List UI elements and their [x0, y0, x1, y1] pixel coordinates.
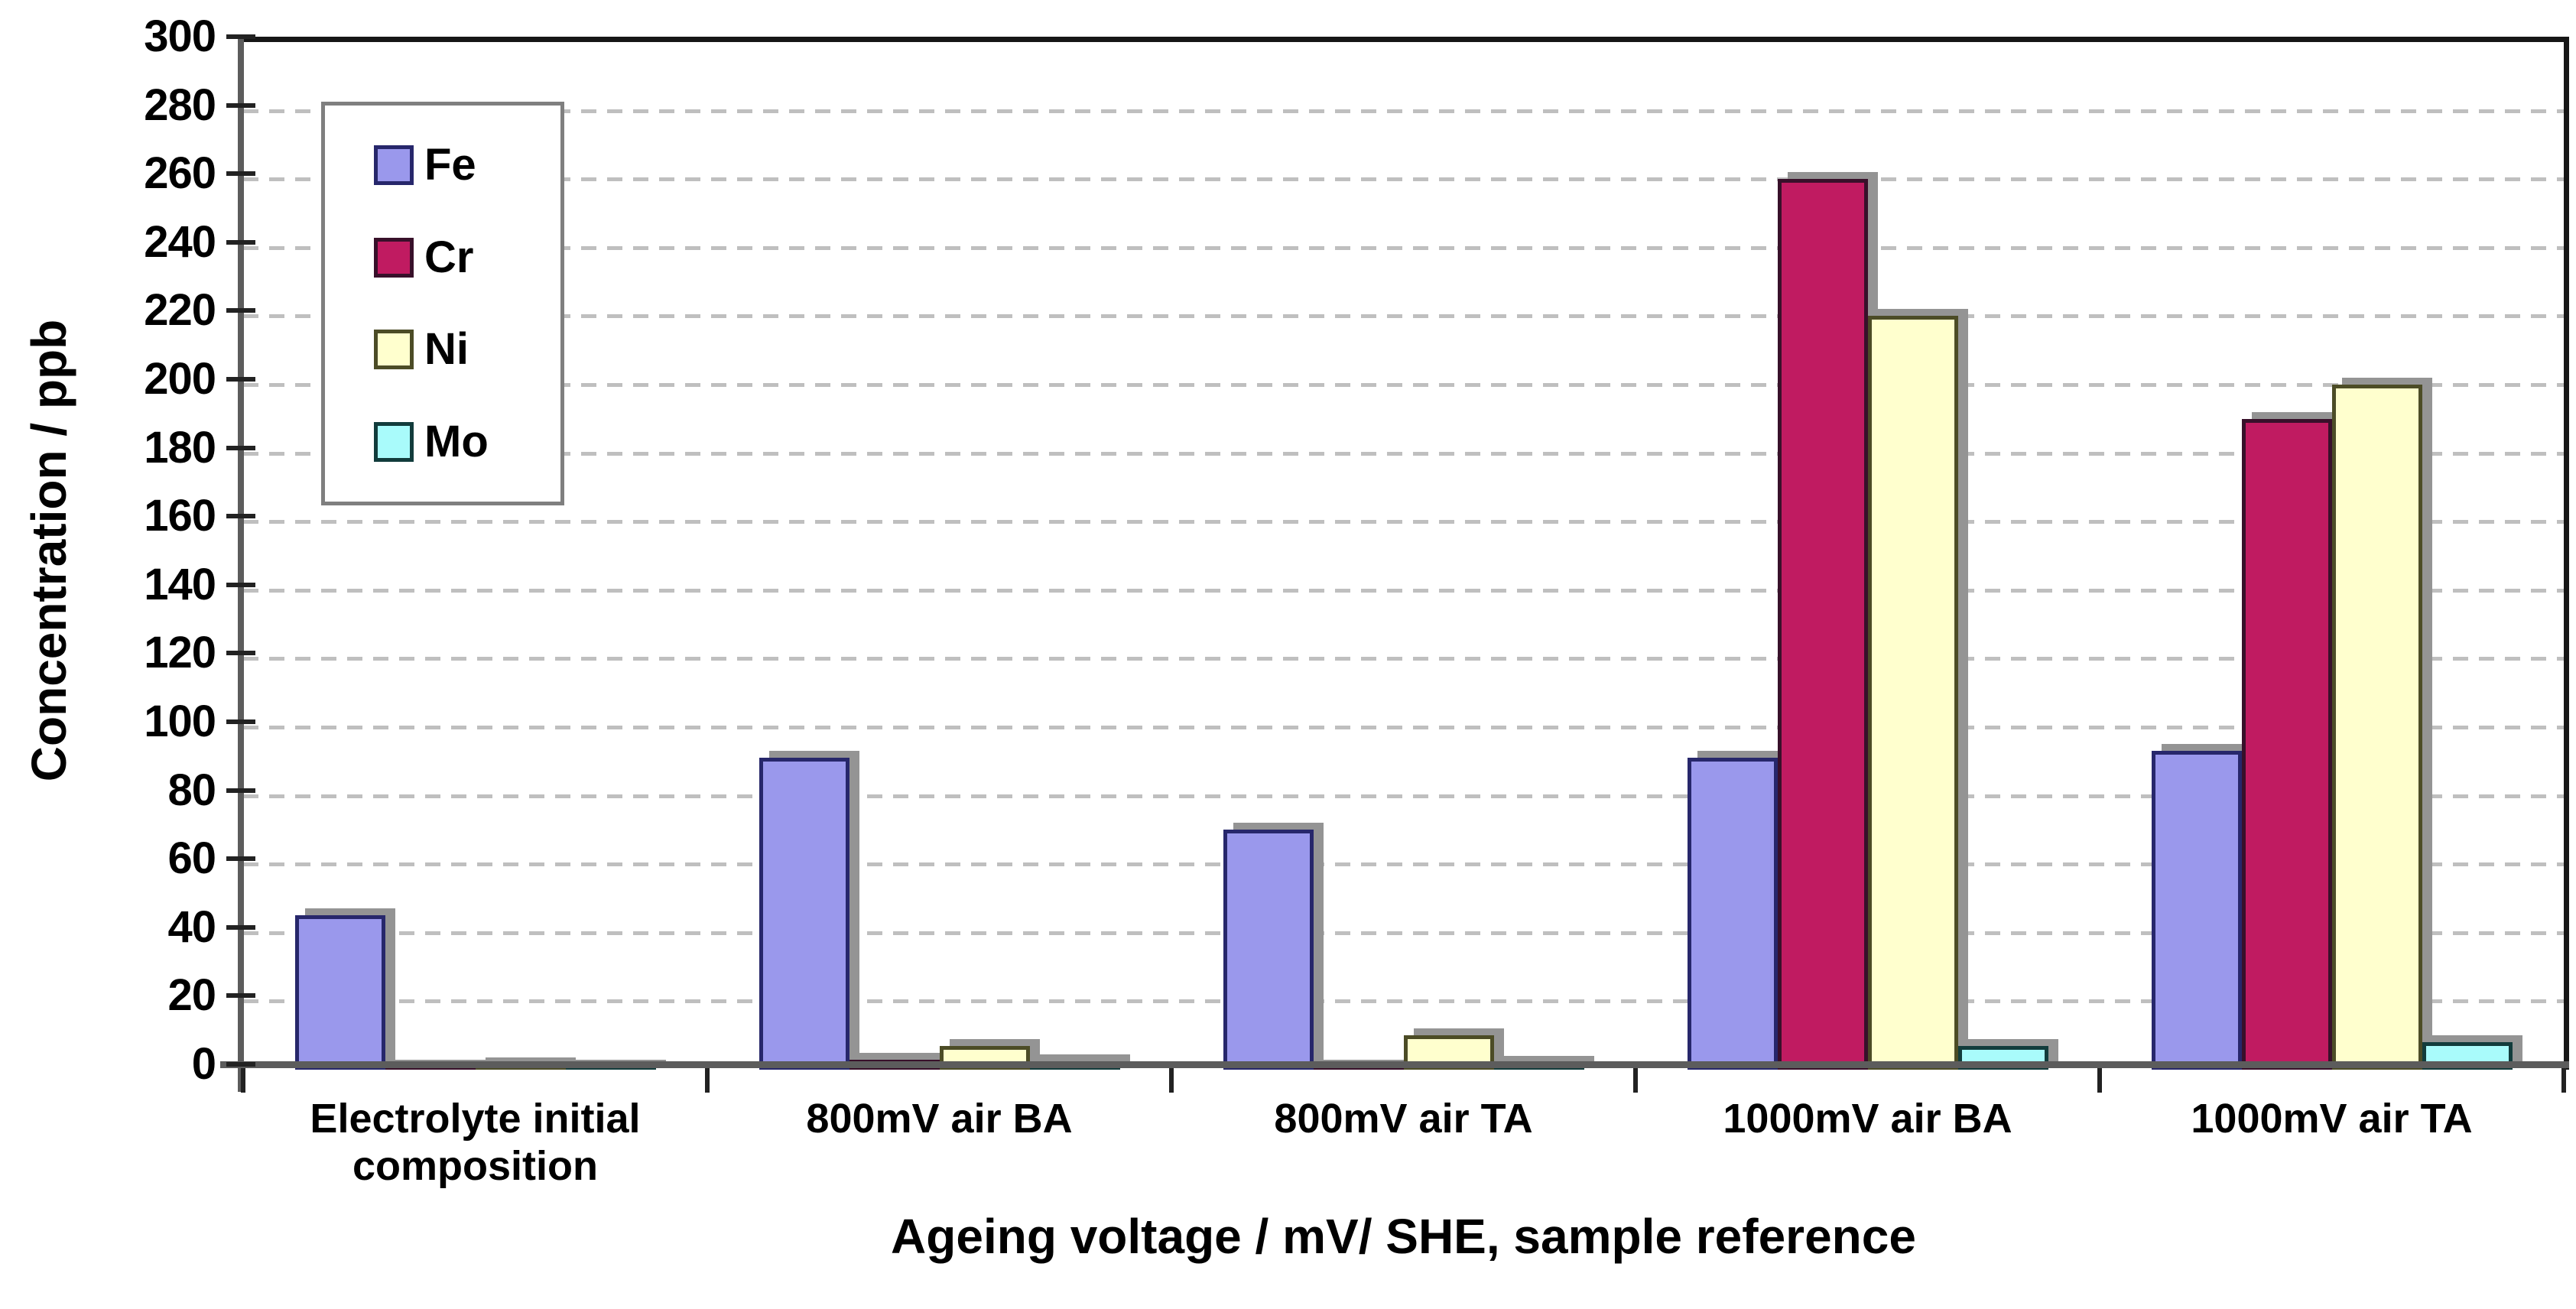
gridline-160 [243, 520, 2564, 525]
gridline-80 [243, 794, 2564, 798]
gridline-100 [243, 726, 2564, 729]
y-tick-200 [226, 377, 255, 382]
bar-ni-group-5 [2331, 385, 2422, 1070]
bar-fe-group-4 [1687, 758, 1778, 1070]
bar-ni-group-4 [1867, 316, 1958, 1070]
y-tick-label-280: 280 [144, 80, 216, 130]
gridline-260 [243, 177, 2564, 182]
y-tick-220 [226, 308, 255, 313]
x-category-label-5: 1000mV air TA [2191, 1096, 2473, 1142]
gridline-220 [243, 314, 2564, 319]
plot-area [243, 37, 2569, 1070]
gridline-120 [243, 657, 2564, 661]
y-tick-60 [226, 856, 255, 862]
y-tick-140 [226, 582, 255, 587]
bar-cr-group-4 [1777, 179, 1868, 1070]
y-tick-label-140: 140 [144, 559, 216, 609]
y-tick-label-100: 100 [144, 697, 216, 746]
bar-fe-group-5 [2151, 751, 2242, 1070]
gridline-180 [243, 451, 2564, 456]
x-tick-1 [705, 1068, 710, 1093]
x-category-label-1: Electrolyte initial composition [310, 1096, 641, 1189]
y-tick-label-20: 20 [167, 970, 216, 1021]
y-tick-label-0: 0 [191, 1039, 216, 1089]
bar-fe-group-1 [294, 915, 385, 1070]
y-tick-label-220: 220 [144, 285, 216, 336]
bar-fe-group-2 [759, 758, 849, 1070]
legend-swatch-icon-cr [374, 237, 414, 278]
legend-label-cr: Cr [424, 232, 474, 282]
x-tick-3 [1633, 1068, 1638, 1093]
gridline-200 [243, 383, 2564, 387]
y-tick-label-120: 120 [144, 628, 216, 678]
legend-swatch-icon-ni [374, 330, 414, 370]
bar-cr-group-5 [2241, 418, 2332, 1070]
y-tick-100 [226, 719, 255, 724]
legend-item-cr: Cr [374, 235, 560, 280]
y-tick-label-180: 180 [144, 422, 216, 473]
x-tick-0 [241, 1068, 245, 1093]
legend-item-fe: Fe [374, 143, 560, 187]
y-tick-label-240: 240 [144, 216, 216, 267]
y-tick-label-60: 60 [167, 833, 216, 884]
bar-group-3 [1171, 42, 1636, 1070]
y-tick-label-80: 80 [167, 765, 216, 815]
y-tick-260 [226, 171, 255, 177]
gridline-40 [243, 931, 2564, 935]
x-category-label-3: 800mV air TA [1274, 1096, 1533, 1142]
gridline-60 [243, 862, 2564, 867]
y-tick-120 [226, 651, 255, 656]
legend-item-mo: Mo [374, 416, 560, 466]
x-axis-line [220, 1061, 2569, 1068]
x-category-labels: Electrolyte initial composition 800mV air… [243, 1095, 2564, 1190]
y-tick-0 [226, 1062, 255, 1067]
legend: Fe Cr Ni Mo [321, 102, 564, 505]
legend-label-mo: Mo [424, 416, 489, 466]
x-tick-2 [1169, 1068, 1174, 1093]
y-axis-line [238, 37, 244, 1092]
bar-group-2 [707, 42, 1171, 1070]
y-tick-240 [226, 239, 255, 245]
x-axis-title: Ageing voltage / mV/ SHE, sample referen… [891, 1209, 1916, 1264]
bar-group-4 [1636, 42, 2100, 1070]
legend-label-fe: Fe [424, 140, 476, 190]
legend-item-ni: Ni [374, 327, 560, 372]
y-tick-80 [226, 788, 255, 793]
gridline-280 [243, 109, 2564, 113]
y-tick-label-40: 40 [167, 901, 216, 952]
legend-swatch-icon-mo [374, 421, 414, 462]
y-tick-label-300: 300 [144, 11, 216, 61]
y-tick-label-200: 200 [144, 354, 216, 404]
x-category-label-4: 1000mV air BA [1723, 1096, 2012, 1142]
gridline-140 [243, 588, 2564, 593]
legend-label-ni: Ni [424, 324, 469, 375]
y-tick-160 [226, 514, 255, 519]
x-tick-5 [2561, 1068, 2566, 1093]
y-tick-40 [226, 924, 255, 930]
y-tick-180 [226, 445, 255, 450]
x-tick-4 [2097, 1068, 2102, 1093]
x-category-label-2: 800mV air BA [806, 1096, 1073, 1142]
y-tick-20 [226, 993, 255, 999]
bar-fe-group-3 [1223, 830, 1314, 1070]
bar-group-5 [2100, 42, 2564, 1070]
y-tick-280 [226, 102, 255, 108]
gridline-20 [243, 999, 2564, 1004]
y-tick-label-260: 260 [144, 148, 216, 199]
y-tick-300 [226, 34, 255, 39]
gridline-240 [243, 245, 2564, 250]
y-tick-label-160: 160 [144, 491, 216, 541]
legend-swatch-icon-fe [374, 145, 414, 186]
